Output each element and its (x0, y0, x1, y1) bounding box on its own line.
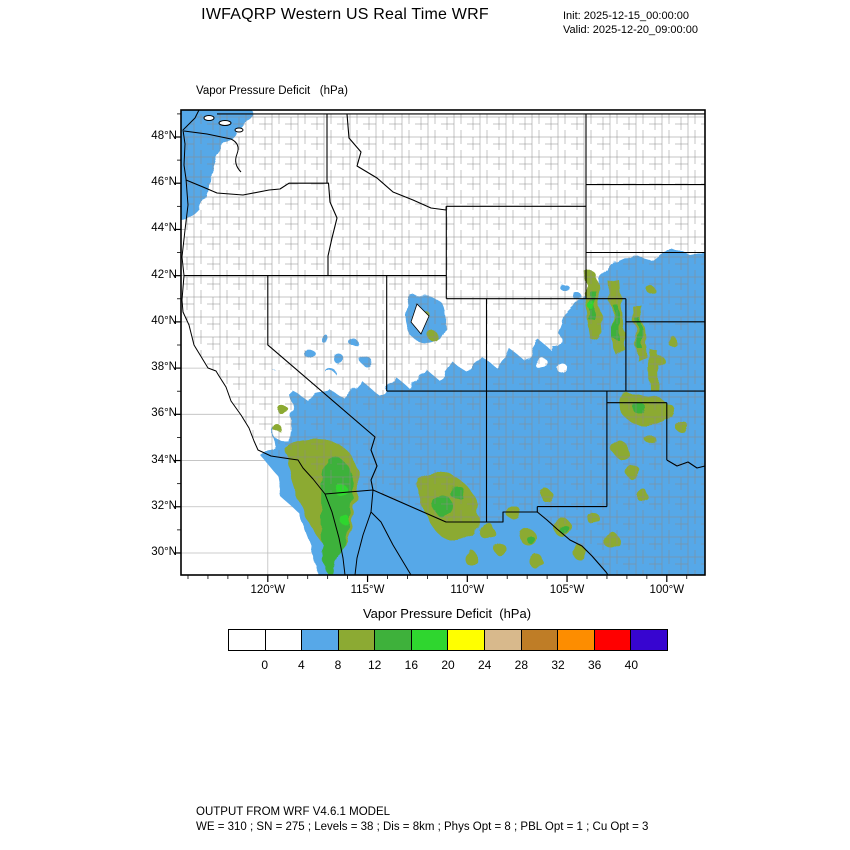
lon-tick-label: 105°W (549, 584, 585, 596)
map-frame (180, 109, 706, 576)
colorbar-tick-value: 12 (367, 658, 382, 672)
colorbar-tick-value: 20 (441, 658, 455, 672)
lon-tick-label: 115°W (350, 584, 385, 596)
colorbar (228, 629, 668, 651)
coastline (181, 109, 412, 576)
map-canvas (174, 109, 706, 582)
lat-tick-label: 30°N (151, 545, 177, 558)
colorbar-box (593, 629, 632, 651)
colorbar-title: Vapor Pressure Deficit (hPa) (362, 606, 532, 621)
colorbar-tick-value: 28 (514, 658, 528, 672)
footer-config-line: WE = 310 ; SN = 275 ; Levels = 38 ; Dis … (196, 821, 649, 833)
colorbar-tick-value: 32 (551, 658, 565, 672)
lat-tick-label: 34°N (151, 453, 177, 466)
colorbar-tick-value: 16 (404, 658, 418, 672)
colorbar-tick-labels: 0 4 8 12 16 20 24 28 32 36 40 (228, 658, 668, 674)
page-title: IWFAQRP Western US Real Time WRF (201, 6, 489, 23)
lat-tick-label: 40°N (151, 314, 177, 327)
state-borders (184, 113, 706, 576)
colorbar-tick-value: 40 (624, 658, 638, 672)
axis-ticks (174, 113, 688, 582)
colorbar-tick-value: 24 (477, 658, 492, 672)
colorbar-box (264, 629, 303, 651)
lon-tick-label: 100°W (649, 584, 685, 596)
lat-tick-label: 32°N (151, 499, 177, 512)
colorbar-box (410, 629, 449, 651)
great-salt-lake (410, 303, 430, 335)
colorbar-tick-value: 4 (297, 658, 305, 672)
lat-tick-label: 48°N (151, 130, 177, 142)
colorbar-box (337, 629, 376, 651)
colorbar-box (557, 629, 595, 651)
colorbar-box (228, 629, 266, 651)
colorbar-tick-value: 0 (261, 658, 268, 672)
lat-tick-label: 36°N (151, 407, 177, 420)
field-label: Vapor Pressure Deficit (hPa) (196, 85, 348, 97)
colorbar-box (520, 629, 559, 651)
colorbar-box (301, 629, 339, 651)
colorbar-tick-value: 36 (587, 658, 602, 672)
valid-time: Valid: 2025-12-20_09:00:00 (563, 24, 698, 36)
colorbar-box (374, 629, 412, 651)
lat-tick-label: 46°N (151, 176, 177, 189)
lon-tick-label: 120°W (250, 584, 286, 596)
colorbar-box (630, 629, 668, 651)
colorbar-box (447, 629, 486, 651)
colorbar-box (484, 629, 522, 651)
lat-tick-label: 38°N (151, 361, 177, 374)
footer-model-line: OUTPUT FROM WRF V4.6.1 MODEL (196, 806, 391, 818)
init-time: Init: 2025-12-15_00:00:00 (563, 10, 689, 22)
lat-tick-label: 44°N (151, 222, 177, 235)
colorbar-tick-value: 8 (334, 658, 342, 672)
lat-tick-label: 42°N (151, 268, 177, 281)
lon-tick-label: 110°W (450, 584, 485, 596)
run-time-info: Init: 2025-12-15_00:00:00 Valid: 2025-12… (563, 9, 698, 37)
